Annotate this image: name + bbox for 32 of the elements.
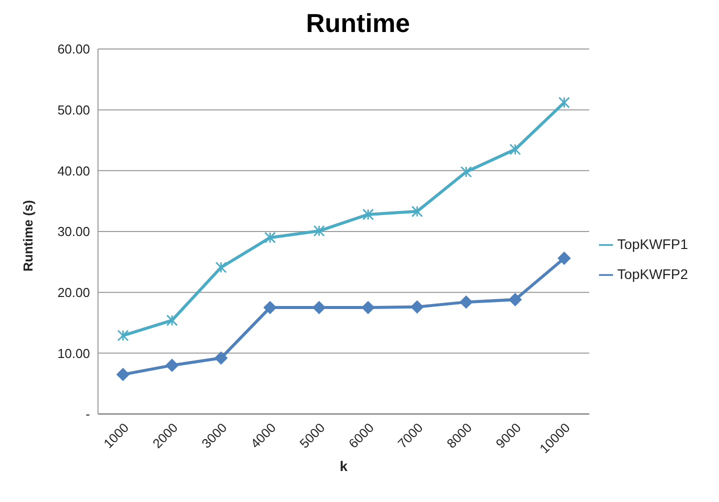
point — [410, 300, 424, 314]
point — [214, 352, 228, 365]
legend-label: TopKWFP2 — [617, 266, 688, 282]
y-tick-label: 10.00 — [57, 346, 90, 361]
point — [508, 293, 522, 306]
point — [117, 330, 129, 342]
point — [558, 96, 570, 108]
chart-title: Runtime — [305, 8, 411, 39]
y-tick-label: 50.00 — [57, 102, 90, 118]
point — [312, 301, 326, 314]
point — [215, 262, 227, 274]
y-tick-label: 20.00 — [57, 284, 90, 300]
point — [558, 252, 571, 265]
point — [362, 208, 374, 220]
point — [313, 225, 325, 237]
point — [460, 166, 472, 178]
y-tick-label: - — [86, 406, 90, 422]
point — [411, 206, 423, 218]
point — [264, 232, 276, 244]
y-tick-label: 60.00 — [57, 42, 90, 57]
x-axis-title: k — [340, 458, 348, 474]
point — [509, 144, 521, 156]
legend-label: TopKWFP1 — [617, 236, 688, 252]
y-tick-label: 40.00 — [57, 163, 90, 178]
y-axis-title: Runtime (s) — [20, 200, 36, 272]
point — [362, 301, 375, 314]
point — [264, 301, 277, 314]
point — [166, 314, 178, 326]
y-tick-label: 30.00 — [57, 224, 90, 240]
point — [460, 296, 473, 309]
point — [116, 368, 130, 381]
point — [166, 358, 179, 372]
